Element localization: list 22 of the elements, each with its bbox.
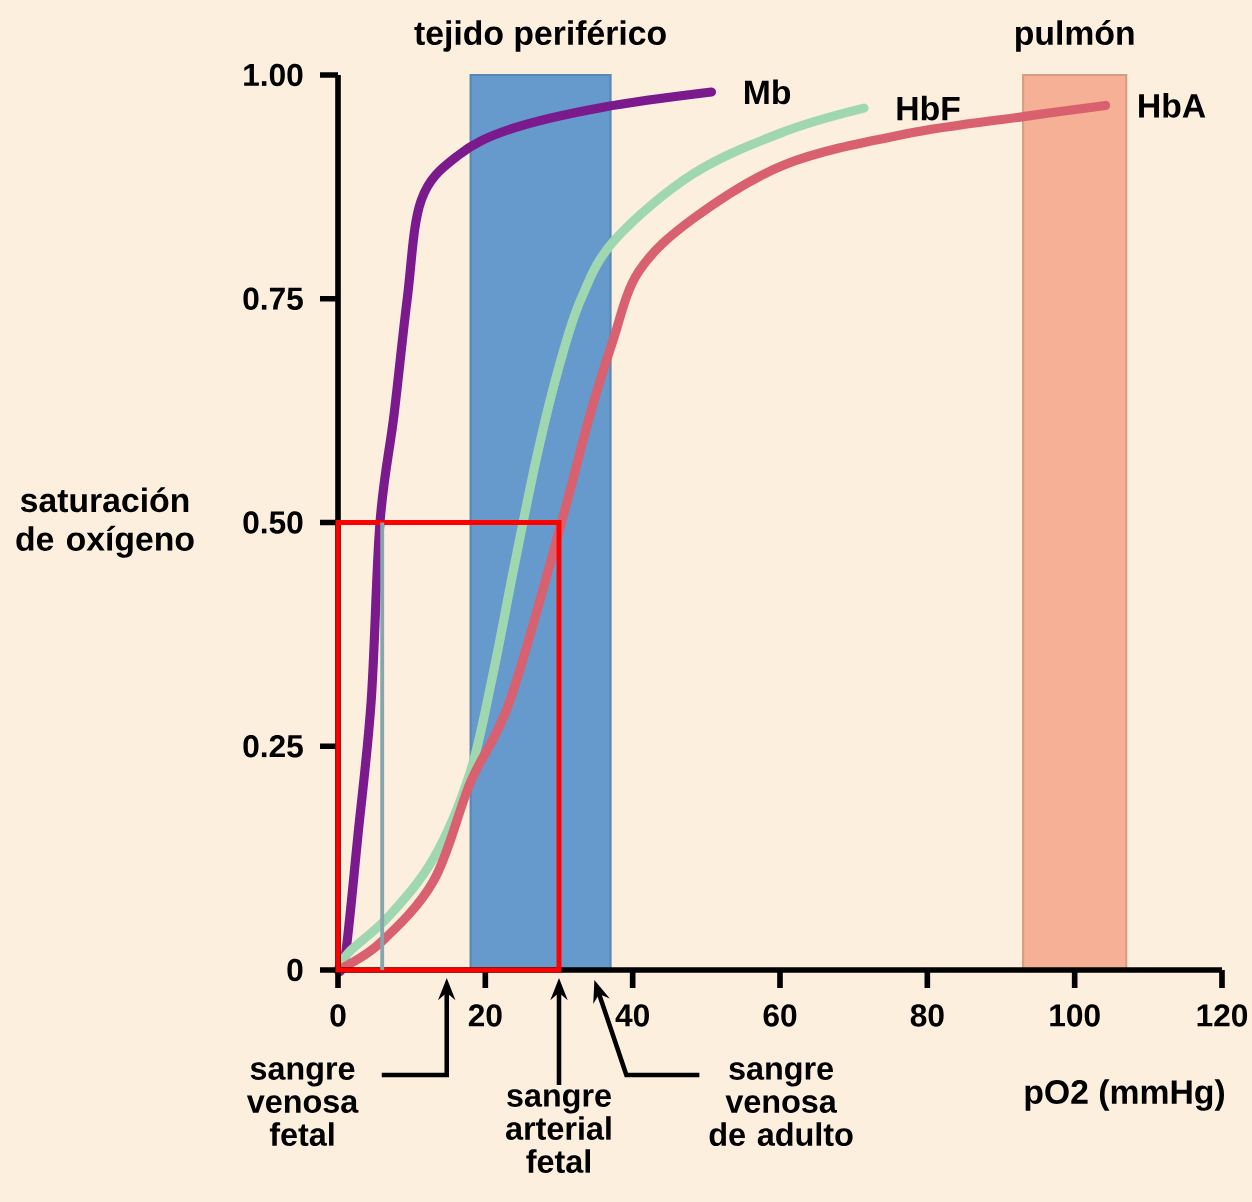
series-label: HbA [1139, 93, 1206, 118]
band-label: pulmón [1015, 19, 1134, 52]
y-tick-label: 1.00 [244, 63, 303, 87]
x-tick-label: 60 [763, 1004, 797, 1027]
y-tick-label: 0.50 [243, 511, 303, 534]
x-tick-label: 0 [330, 1004, 346, 1027]
y-tick-label: 0.25 [243, 735, 303, 758]
y-axis-title: saturación de oxígeno [16, 487, 194, 558]
x-tick-label: 40 [615, 1004, 649, 1027]
band-label: tejido periférico [414, 19, 666, 52]
y-tick-label: 0.75 [243, 287, 303, 310]
series-label: Mb [744, 79, 791, 105]
x-tick-label: 80 [910, 1004, 944, 1027]
x-tick-label: 20 [468, 1004, 502, 1027]
x-axis-title: pO2 (mmHg) [1025, 1079, 1225, 1111]
text: sangre arterial fetal [506, 1089, 611, 1174]
text: sangre venosa fetal [246, 1062, 359, 1147]
x-tick-label: 120 [1197, 1004, 1248, 1027]
series-label: HbF [897, 95, 960, 121]
x-tick-label: 100 [1050, 1004, 1100, 1027]
y-tick-label: 0 [287, 958, 303, 982]
text: sangre venosa de adulto [709, 1062, 853, 1147]
